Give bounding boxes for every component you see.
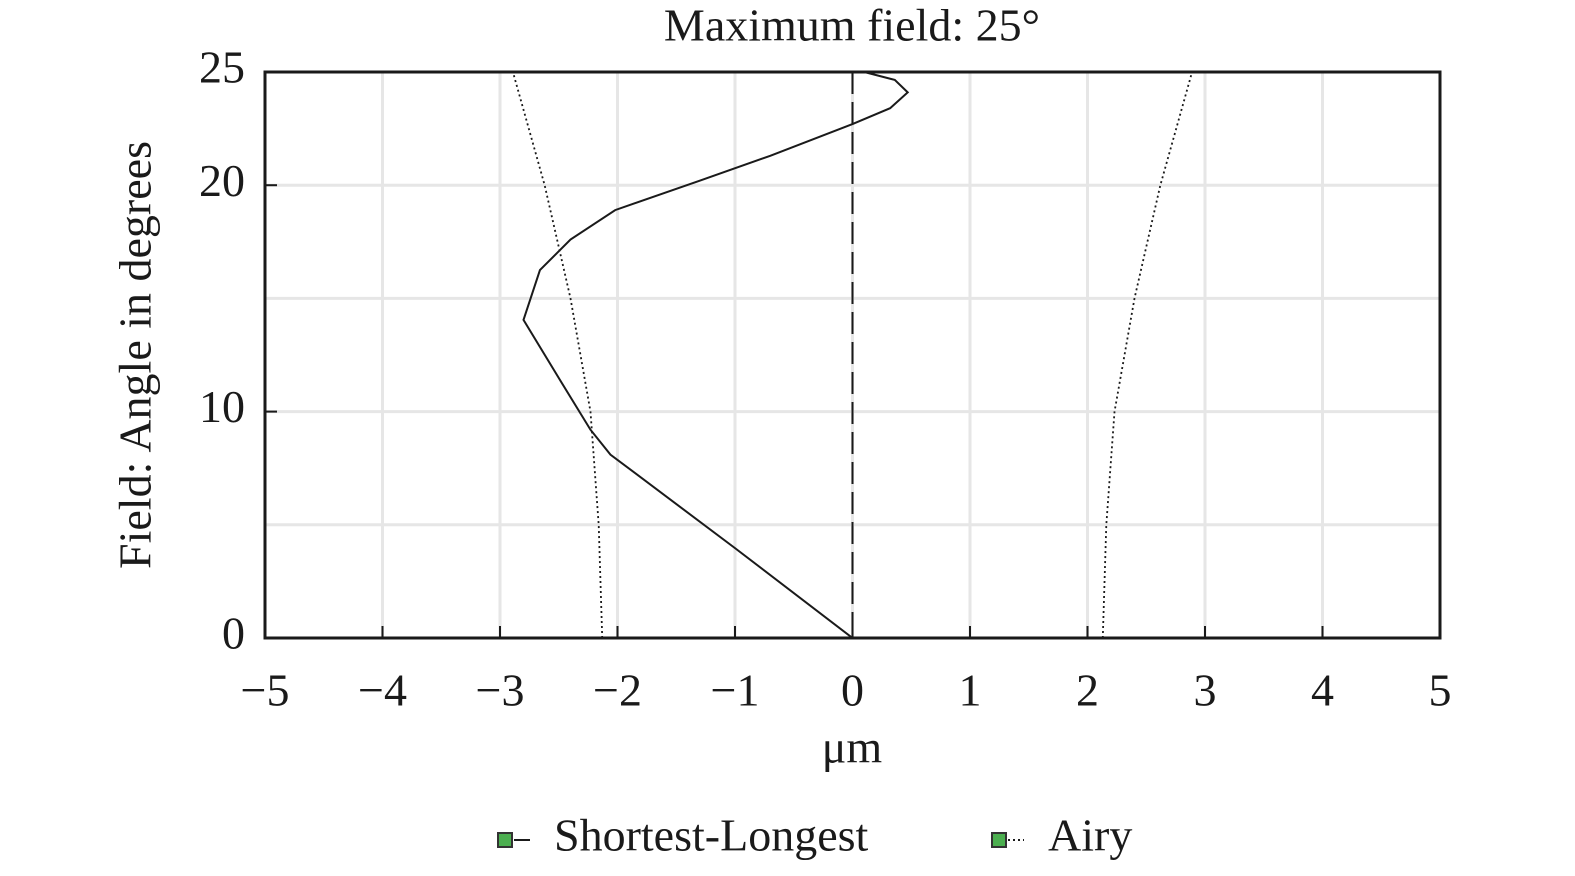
x-axis-label: μm [822, 722, 883, 773]
y-axis-label: Field: Angle in degrees [110, 141, 161, 569]
x-tick-label: −1 [711, 665, 760, 716]
x-tick-label: 5 [1429, 665, 1452, 716]
legend-label: Shortest-Longest [554, 810, 869, 861]
chart-title: Maximum field: 25° [664, 0, 1040, 51]
x-tick-label: −4 [358, 665, 407, 716]
x-tick-label: −2 [593, 665, 642, 716]
x-tick-label: 3 [1194, 665, 1217, 716]
series-line [512, 71, 604, 639]
legend-label: Airy [1048, 810, 1132, 861]
y-tick-label: 20 [199, 155, 245, 206]
series-line [1101, 71, 1193, 639]
x-tick-label: 2 [1076, 665, 1099, 716]
legend-icon [991, 832, 1007, 848]
x-tick-label: 0 [841, 665, 864, 716]
x-tick-label: 4 [1311, 665, 1334, 716]
y-tick-label: 0 [222, 608, 245, 659]
y-tick-label: 25 [199, 42, 245, 93]
legend-icon [497, 832, 513, 848]
x-tick-label: −5 [241, 665, 290, 716]
x-tick-label: −3 [476, 665, 525, 716]
series-line [522, 71, 910, 639]
y-tick-label: 10 [199, 381, 245, 432]
plot-frame [263, 70, 1442, 640]
x-tick-label: 1 [959, 665, 982, 716]
